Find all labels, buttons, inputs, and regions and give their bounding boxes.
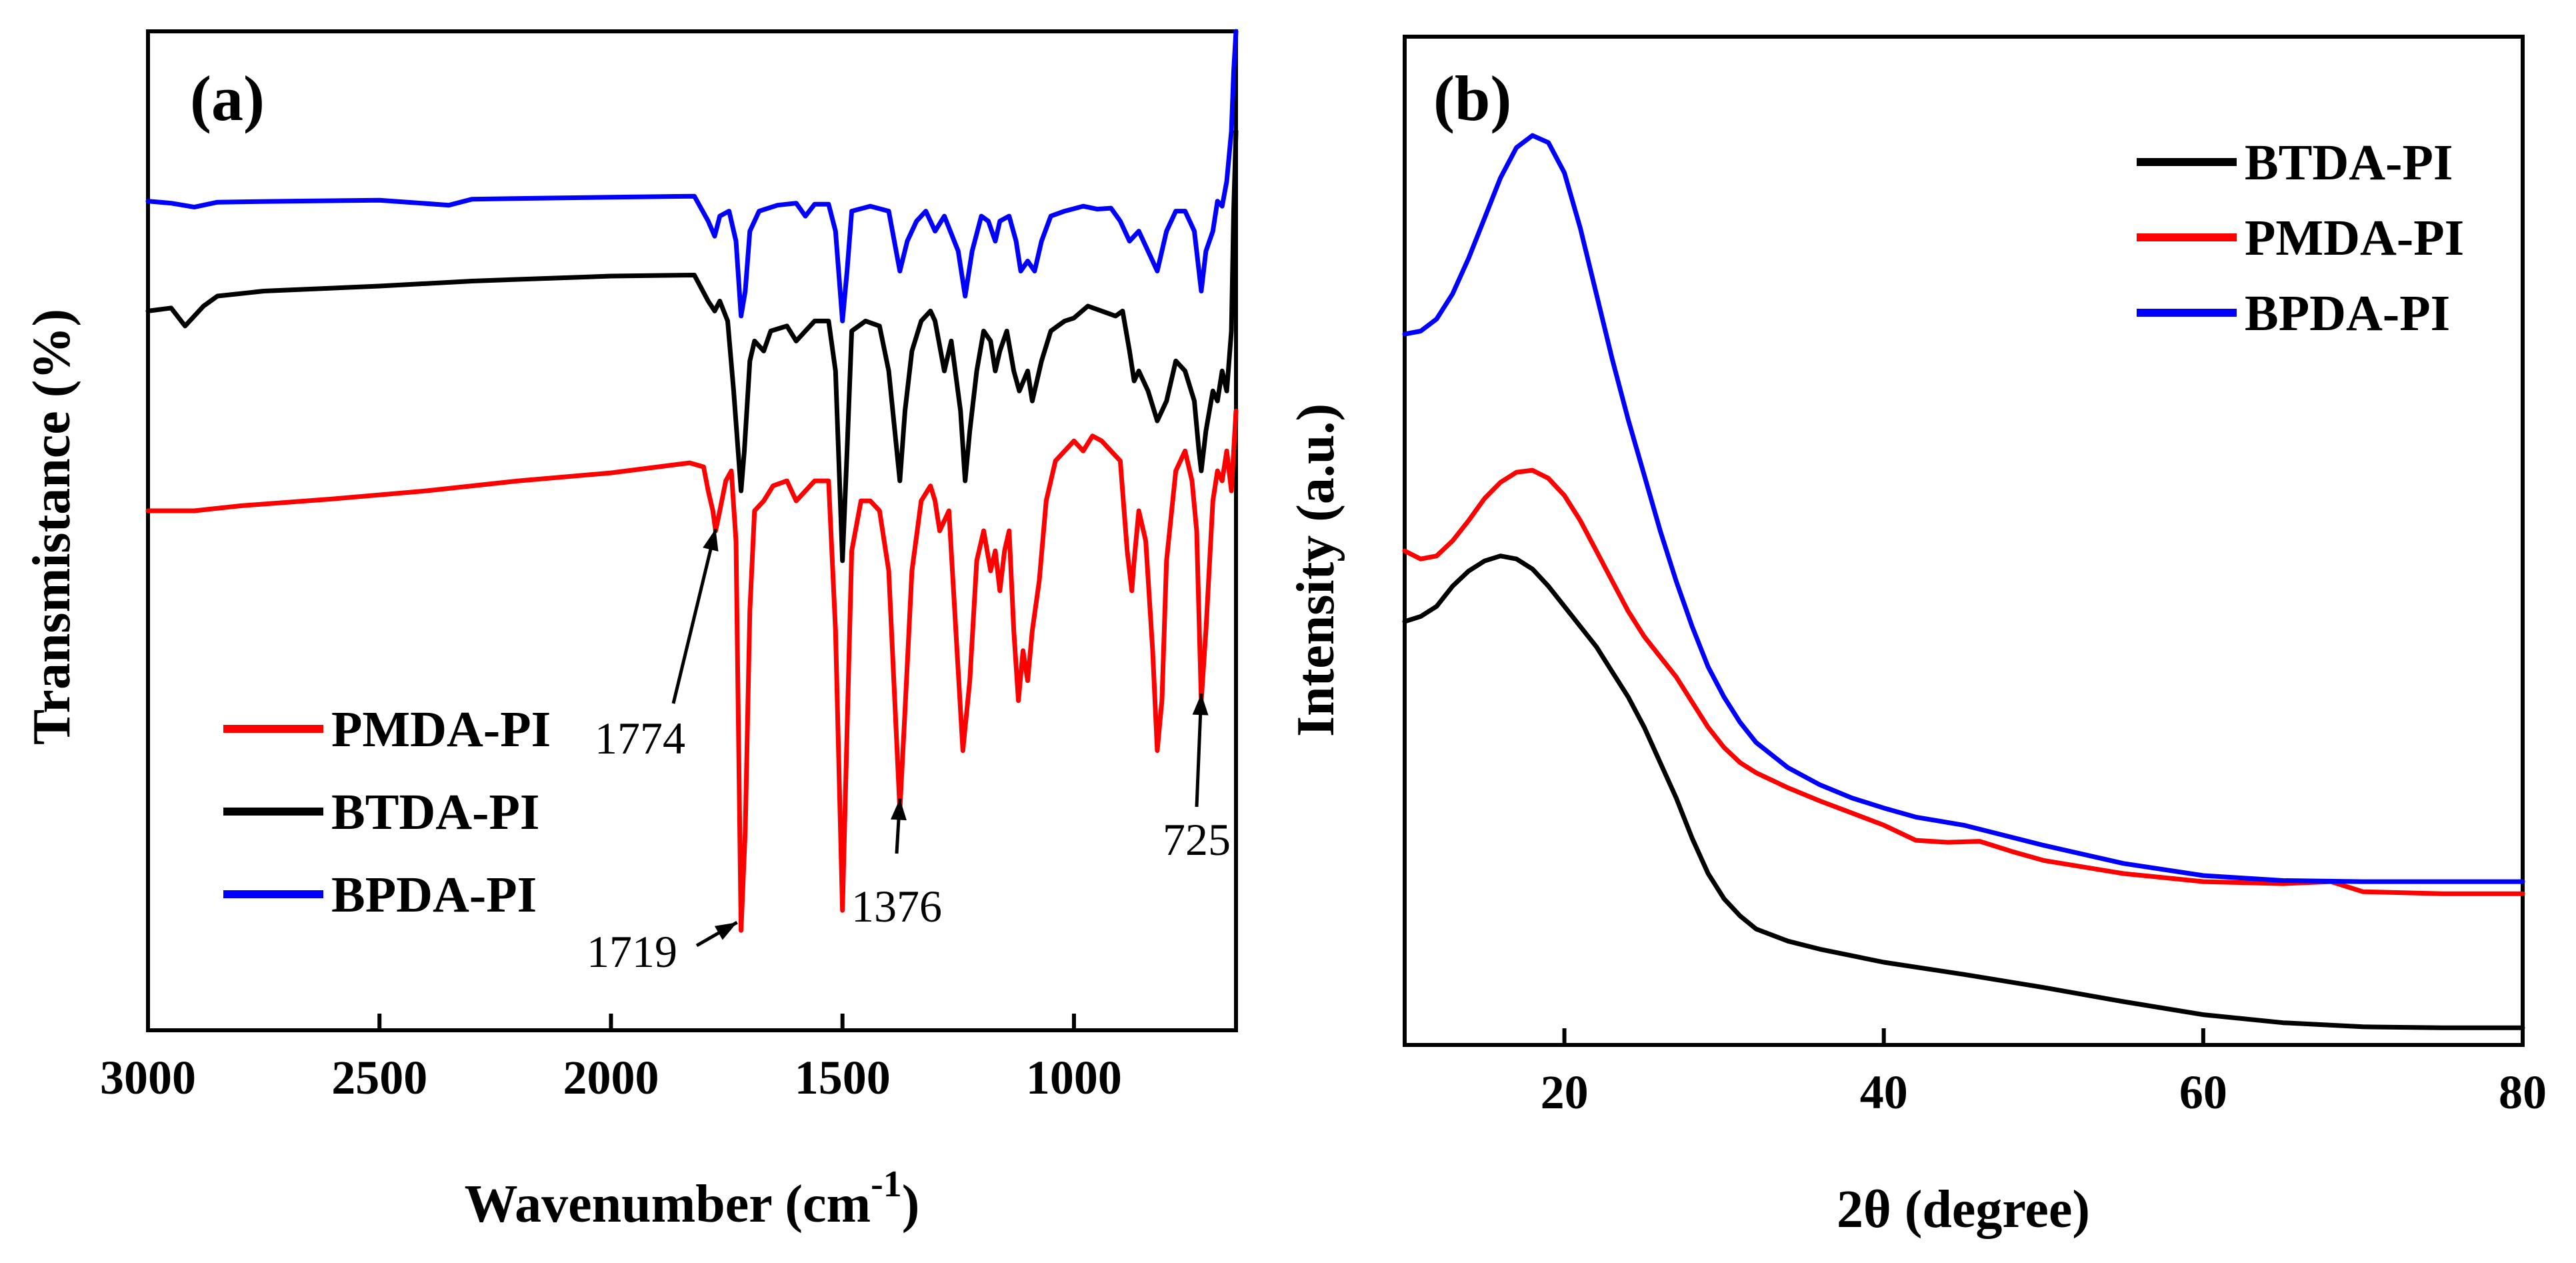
series-line-pmda-pi (1402, 467, 2525, 896)
ftir-x-axis-title-superscript: -1 (871, 1164, 902, 1205)
xrd-plot-frame (1403, 35, 2525, 1047)
ftir-y-axis-title: Transmistance (%) (23, 309, 81, 745)
xrd-panel-label: (b) (1433, 63, 1511, 134)
series-line-pmda-pi (145, 408, 1239, 933)
annotation-arrow-1774 (671, 528, 717, 704)
ftir-chart-panel: 3000 2500 2000 1500 1000 1774 1719 1376 725 (a)… (23, 29, 1239, 1234)
ftir-x-axis-title-main: Wavenumber (cm (465, 1175, 871, 1234)
x-tick-label: 20 (1541, 1066, 1589, 1119)
xrd-x-ticks: 20 40 60 80 (1541, 1028, 2547, 1119)
series-line-bpda-pi (1402, 133, 2525, 884)
xrd-y-axis-title: Intensity (a.u.) (1287, 403, 1345, 737)
series-line-btda-pi (145, 129, 1239, 563)
legend-label-bpda-pi: BPDA-PI (331, 867, 537, 923)
x-tick-label: 2500 (331, 1051, 427, 1104)
annotation-label-725: 725 (1163, 814, 1231, 865)
ftir-x-ticks: 3000 2500 2000 1500 1000 (100, 1014, 1122, 1104)
legend-label-pmda-pi: PMDA-PI (2245, 210, 2464, 266)
annotation-label-1719: 1719 (587, 926, 677, 977)
ftir-plot-frame (146, 29, 1238, 1032)
annotation-label-1774: 1774 (595, 713, 685, 764)
ftir-x-axis-title: Wavenumber (cm-1) (465, 1164, 920, 1234)
ftir-legend: PMDA-PI BTDA-PI BPDA-PI (223, 702, 551, 923)
legend-label-bpda-pi: BPDA-PI (2245, 285, 2450, 341)
x-tick-label: 1500 (795, 1051, 891, 1104)
series-line-bpda-pi (145, 29, 1239, 323)
ftir-annotations: 1774 1719 1376 725 (587, 528, 1231, 977)
ftir-x-axis-title-suffix: ) (902, 1175, 920, 1234)
annotation-arrowhead-1376 (890, 798, 907, 821)
series-line-btda-pi (1402, 553, 2525, 1030)
x-tick-label: 1000 (1026, 1051, 1122, 1104)
x-tick-label: 80 (2499, 1066, 2547, 1119)
annotation-arrowhead-1719 (714, 922, 737, 940)
x-tick-label: 2000 (563, 1051, 659, 1104)
ftir-panel-label: (a) (190, 63, 265, 134)
xrd-x-axis-title: 2θ (degree) (1837, 1180, 2090, 1239)
legend-label-pmda-pi: PMDA-PI (331, 702, 551, 758)
xrd-chart-panel: 20 40 60 80 (b) 2θ (degree) Intensity (a.u.… (1287, 35, 2547, 1239)
annotation-arrowhead-1774 (703, 529, 719, 551)
x-tick-label: 40 (1860, 1066, 1908, 1119)
x-tick-label: 3000 (100, 1051, 196, 1104)
ftir-series-group (145, 29, 1239, 933)
annotation-arrowhead-725 (1192, 694, 1209, 716)
annotation-label-1376: 1376 (851, 881, 942, 932)
legend-label-btda-pi: BTDA-PI (331, 784, 539, 840)
legend-label-btda-pi: BTDA-PI (2245, 135, 2453, 191)
x-tick-label: 60 (2179, 1066, 2227, 1119)
xrd-series-group (1402, 133, 2525, 1030)
xrd-legend: BTDA-PI PMDA-PI BPDA-PI (2137, 135, 2464, 341)
